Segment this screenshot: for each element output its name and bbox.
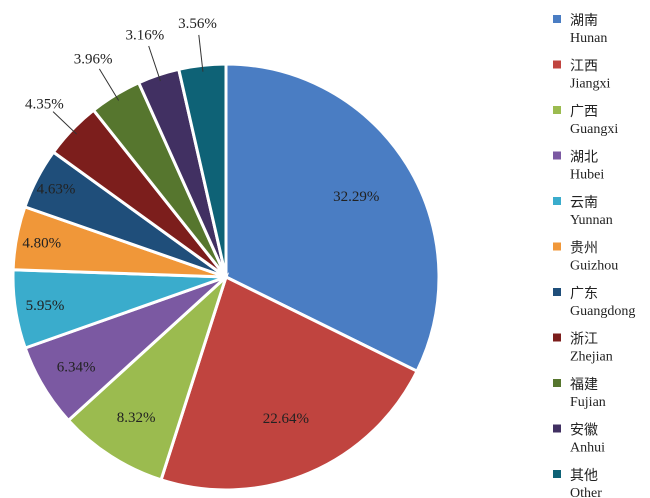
legend-label-zh: 广东 — [570, 286, 598, 302]
legend-label-en: Guangxi — [570, 122, 618, 137]
slice-label-zhejian: 4.35% — [25, 96, 64, 112]
legend-swatch-zhejian — [553, 333, 561, 342]
slice-label-fujian: 3.96% — [74, 52, 113, 68]
slice-label-guangdong: 4.63% — [37, 181, 76, 197]
legend-label-en: Guangdong — [570, 304, 635, 319]
slice-label-other: 3.56% — [178, 16, 217, 32]
legend-label-zh: 湖南 — [570, 13, 598, 29]
legend-label-zh: 福建 — [570, 377, 598, 393]
legend-label-en: Zhejian — [570, 350, 613, 365]
leader-line-zhejian — [52, 111, 78, 135]
legend-label-zh: 江西 — [570, 59, 598, 75]
slice-label-yunnan: 5.95% — [26, 298, 65, 314]
legend-label-en: Other — [570, 486, 602, 498]
slice-label-hunan: 32.29% — [333, 189, 379, 205]
slice-label-hubei: 6.34% — [57, 360, 96, 376]
legend-swatch-hubei — [553, 151, 561, 160]
legend-swatch-guizhou — [553, 242, 561, 251]
legend-item-anhui: 安徽 Anhui — [553, 423, 605, 456]
leader-line-other — [198, 34, 204, 72]
slice-labels: 32.29% 22.64% 8.32% 6.34% 5.95% 4.80% 4.63% 4.3… — [22, 16, 379, 427]
slice-label-jiangxi: 22.64% — [263, 411, 309, 427]
slice-label-guizhou: 4.80% — [22, 236, 61, 252]
legend-swatch-hunan — [553, 15, 561, 23]
legend-label-zh: 湖北 — [570, 150, 598, 166]
legend-label-en: Anhui — [570, 441, 605, 456]
legend-label-en: Hunan — [570, 31, 607, 46]
legend-item-hubei: 湖北 Hubei — [553, 150, 604, 183]
legend-item-guangdong: 广东 Guangdong — [553, 286, 635, 319]
legend-swatch-anhui — [553, 424, 561, 433]
legend-item-zhejian: 浙江 Zhejian — [553, 332, 613, 365]
legend-swatch-guangdong — [553, 288, 561, 296]
legend-swatch-other — [553, 470, 561, 478]
legend-item-guizhou: 贵州 Guizhou — [553, 241, 618, 274]
pie-slice-hunan — [224, 62, 441, 374]
leader-line-fujian — [98, 68, 120, 101]
legend-label-en: Fujian — [570, 395, 606, 410]
legend-item-fujian: 福建 Fujian — [553, 377, 606, 410]
legend-item-hunan: 湖南 Hunan — [553, 13, 607, 46]
legend-label-en: Yunnan — [570, 213, 613, 228]
legend-label-zh: 云南 — [570, 195, 598, 211]
legend: 湖南 Hunan 江西 Jiangxi 广西 Guangxi 湖北 Hubei 云南 Yunnan… — [553, 13, 635, 498]
pie-slice-jiangxi — [159, 274, 420, 492]
pie-slices — [11, 62, 441, 492]
legend-label-zh: 其他 — [570, 468, 598, 484]
leader-line-anhui — [148, 45, 161, 82]
legend-item-guangxi: 广西 Guangxi — [553, 104, 618, 137]
legend-swatch-guangxi — [553, 106, 561, 114]
legend-item-jiangxi: 江西 Jiangxi — [553, 59, 611, 92]
pie-slice-guangxi — [66, 272, 230, 482]
legend-label-zh: 贵州 — [570, 241, 598, 257]
legend-label-zh: 广西 — [570, 104, 598, 120]
legend-swatch-fujian — [553, 379, 561, 387]
legend-label-en: Jiangxi — [570, 77, 611, 92]
slice-label-guangxi: 8.32% — [117, 410, 156, 426]
slice-label-anhui: 3.16% — [126, 28, 165, 44]
legend-label-zh: 浙江 — [570, 332, 598, 348]
legend-swatch-yunnan — [553, 197, 561, 205]
legend-swatch-jiangxi — [553, 60, 561, 69]
legend-label-en: Guizhou — [570, 259, 618, 274]
legend-item-yunnan: 云南 Yunnan — [553, 195, 613, 228]
legend-item-other: 其他 Other — [553, 468, 602, 498]
legend-label-en: Hubei — [570, 168, 604, 183]
leader-lines — [52, 34, 204, 135]
legend-label-zh: 安徽 — [570, 423, 598, 439]
